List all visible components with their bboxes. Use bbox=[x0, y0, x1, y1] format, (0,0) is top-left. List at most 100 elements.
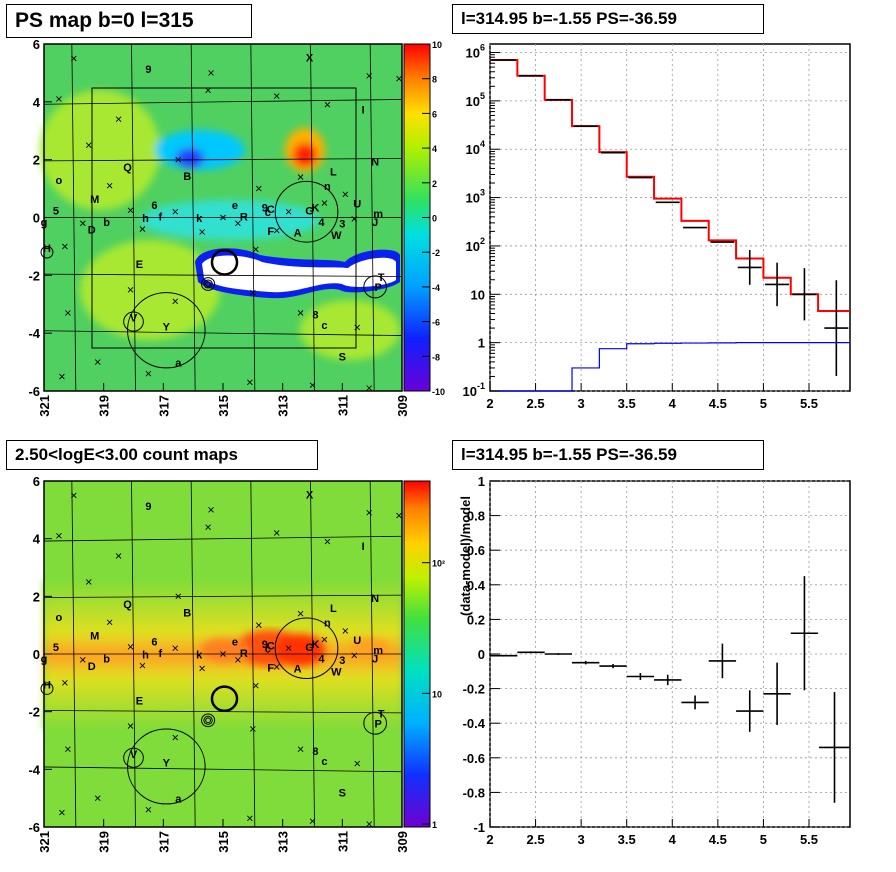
cross-marker bbox=[273, 93, 280, 99]
source-label: A bbox=[294, 227, 302, 239]
source-label: A bbox=[294, 664, 302, 676]
x-tick-label: 315 bbox=[216, 395, 231, 417]
count-map-panel: X9INLnUmJ34WAKGc9CFRekf6hbDM5goQBHEPVYa8… bbox=[28, 474, 445, 853]
source-circle bbox=[203, 279, 213, 289]
ps-saturated-region bbox=[202, 255, 396, 293]
source-label: f bbox=[159, 648, 163, 660]
residual-panel: 2 2.5 3 3.5 4 4.5 5 5.5 -1 -0.8 -0.6 -0.4 -0.2 0 0.2 0.… bbox=[458, 474, 851, 847]
cross-marker bbox=[172, 734, 179, 741]
y-tick-label: 10-1 bbox=[463, 381, 485, 399]
source-label: h bbox=[142, 649, 149, 661]
cross-marker bbox=[285, 645, 292, 652]
source-label: B bbox=[183, 171, 191, 183]
x-tick-label: 5 bbox=[760, 832, 767, 847]
latitude-grid-line bbox=[43, 330, 403, 336]
cross-marker bbox=[172, 298, 179, 305]
longitude-grid-line bbox=[310, 43, 315, 392]
cross-marker bbox=[71, 55, 77, 62]
x-tick-label: 311 bbox=[335, 831, 350, 852]
source-circle bbox=[127, 292, 206, 369]
count-map-axes: -6 -4 -2 0 2 4 6 321 319 317 315 313 311 309 10² 10 1 bbox=[28, 474, 445, 853]
cross-marker bbox=[145, 806, 152, 813]
x-tick-label: 317 bbox=[156, 831, 171, 853]
source-label: E bbox=[136, 695, 143, 707]
cross-marker bbox=[85, 579, 92, 585]
x-tick-label: 2.5 bbox=[527, 396, 545, 411]
cross-marker bbox=[273, 530, 280, 536]
source-labels: X9INLnUmJ34WAKGc9CFRekf6hbDM5goQBHEPVYa8… bbox=[41, 52, 385, 369]
cross-marker bbox=[56, 532, 62, 539]
cross-marker bbox=[208, 70, 214, 76]
cross-marker bbox=[115, 116, 122, 123]
source-label: c bbox=[321, 756, 327, 768]
cross-marker bbox=[247, 379, 253, 386]
cross-marker bbox=[71, 492, 77, 499]
x-tick-label: 5.5 bbox=[800, 832, 818, 847]
source-label: a bbox=[175, 357, 182, 369]
cross-marker bbox=[172, 208, 179, 215]
source-circles bbox=[40, 180, 387, 369]
source-circle bbox=[210, 248, 239, 276]
x-tick-label: 4.5 bbox=[709, 832, 727, 847]
x-tick-label: 313 bbox=[276, 395, 291, 417]
y-tick-label: -0.4 bbox=[463, 716, 486, 731]
cross-marker bbox=[145, 370, 152, 377]
y-tick-exponent: 5 bbox=[480, 91, 485, 101]
cross-marker bbox=[220, 214, 226, 221]
cross-marker bbox=[94, 359, 101, 365]
cross-marker bbox=[309, 382, 316, 389]
y-tick-label: 4 bbox=[33, 532, 41, 547]
longitude-grid-line bbox=[71, 43, 77, 392]
source-label: D bbox=[88, 224, 96, 236]
longitude-grid-line bbox=[131, 480, 136, 828]
source-label: U bbox=[353, 635, 361, 647]
source-circle bbox=[127, 728, 206, 805]
y-tick-label: 6 bbox=[33, 37, 40, 52]
source-circle bbox=[210, 685, 239, 713]
x-tick-label: 313 bbox=[276, 831, 291, 853]
source-circle bbox=[274, 180, 339, 243]
residual-y-axis-label: (data-model)/model bbox=[458, 496, 473, 616]
y-tick-label: -4 bbox=[28, 762, 40, 777]
cross-marker bbox=[85, 142, 92, 149]
y-tick-label: 1 bbox=[478, 474, 485, 489]
longitude-grid-line bbox=[369, 43, 375, 392]
spectrum-plot bbox=[490, 59, 850, 392]
count-source-circles bbox=[40, 617, 387, 805]
y-tick-label: -0.8 bbox=[463, 785, 485, 800]
cross-marker bbox=[62, 680, 68, 686]
source-label: 8 bbox=[312, 310, 318, 322]
source-label: V bbox=[130, 313, 138, 325]
y-tick-label: 106 bbox=[466, 43, 485, 61]
y-tick-label: 105 bbox=[466, 91, 485, 109]
cross-marker bbox=[324, 538, 331, 545]
cross-marker bbox=[235, 656, 241, 663]
cross-marker bbox=[366, 821, 373, 827]
source-label: Q bbox=[123, 599, 132, 611]
x-tick-label: 3.5 bbox=[618, 396, 636, 411]
x-tick-label: 311 bbox=[335, 395, 350, 416]
source-label: B bbox=[183, 608, 191, 620]
x-tick-label: 3.5 bbox=[618, 832, 636, 847]
y-tick-label: 0.8 bbox=[467, 509, 485, 524]
source-label: Y bbox=[163, 321, 171, 333]
source-label: Y bbox=[163, 757, 171, 769]
y-tick-label: 103 bbox=[466, 188, 485, 206]
cross-marker bbox=[321, 200, 328, 206]
source-circle bbox=[363, 711, 387, 735]
colorbar-tick-label: 1 bbox=[432, 820, 437, 830]
source-label: P bbox=[374, 719, 381, 731]
longitude-grid-line bbox=[131, 43, 136, 392]
cross-marker bbox=[106, 619, 113, 626]
source-markers bbox=[56, 55, 402, 391]
cross-marker bbox=[252, 246, 259, 253]
source-circle bbox=[40, 245, 54, 259]
source-circle bbox=[123, 747, 144, 768]
ps-map-panel: X9INLnUmJ34WAKGc9CFRekf6hbDM5goQBHEPVYa8… bbox=[28, 37, 445, 417]
source-label: I bbox=[362, 104, 365, 116]
source-label: C bbox=[267, 641, 275, 653]
y-tick-label: -6 bbox=[28, 384, 40, 399]
longitude-grid-line bbox=[369, 480, 375, 828]
source-label: 4 bbox=[318, 654, 325, 666]
cross-marker bbox=[62, 243, 68, 250]
